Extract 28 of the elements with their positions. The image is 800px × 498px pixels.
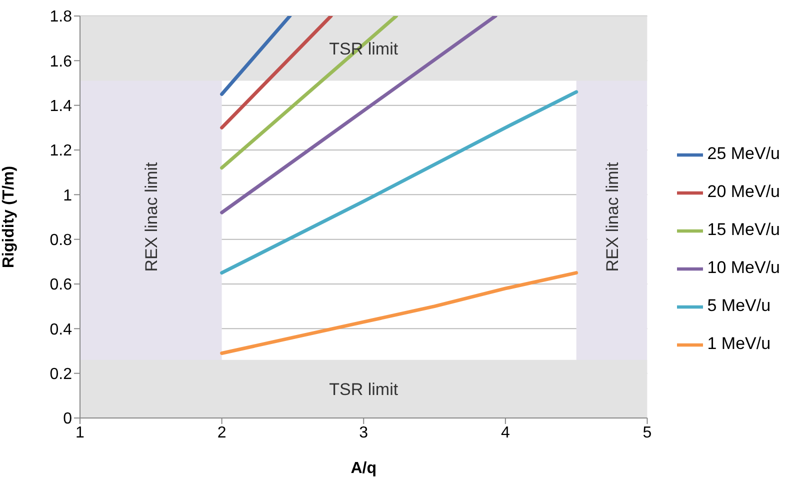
legend-label: 1 MeV/u bbox=[707, 334, 771, 353]
x-tick-label: 1 bbox=[76, 424, 85, 442]
y-tick-label: 0.4 bbox=[50, 321, 72, 338]
x-tick-label: 3 bbox=[359, 424, 368, 442]
y-tick-label: 0.2 bbox=[50, 366, 72, 384]
x-tick-label: 2 bbox=[217, 424, 226, 442]
x-axis-title: A/q bbox=[350, 460, 377, 477]
y-tick-label: 0.8 bbox=[50, 232, 72, 250]
y-tick-label: 1.4 bbox=[50, 98, 72, 116]
x-tick-label: 4 bbox=[500, 424, 510, 442]
band-label: TSR limit bbox=[329, 380, 398, 399]
y-tick-label: 0 bbox=[63, 410, 72, 428]
y-tick-label: 1.2 bbox=[50, 142, 72, 160]
legend-label: 10 MeV/u bbox=[707, 258, 780, 277]
band-label: REX linac limit bbox=[142, 162, 161, 272]
band-label: REX linac limit bbox=[602, 162, 622, 272]
legend-label: 5 MeV/u bbox=[707, 296, 771, 315]
y-tick-label: 1 bbox=[63, 187, 72, 204]
y-tick-label: 1.8 bbox=[50, 8, 72, 26]
x-tick-label: 5 bbox=[642, 424, 652, 442]
legend-label: 20 MeV/u bbox=[707, 182, 780, 201]
legend-label: 25 MeV/u bbox=[707, 144, 780, 163]
line-series bbox=[220, 90, 578, 275]
y-tick-label: 1.6 bbox=[50, 53, 72, 70]
legend-label: 15 MeV/u bbox=[707, 220, 780, 239]
y-axis-title: Rigidity (T/m) bbox=[0, 166, 18, 268]
y-tick-label: 0.6 bbox=[50, 276, 72, 294]
line-series bbox=[220, 271, 578, 355]
